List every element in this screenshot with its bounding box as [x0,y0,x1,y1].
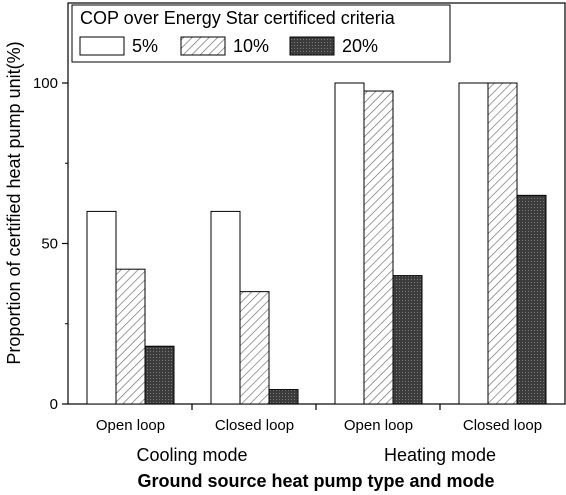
x-group-label: Heating mode [384,445,496,465]
x-category-label: Closed loop [215,417,294,434]
bar-4-series-1 [458,82,489,405]
legend-title: COP over Energy Star certificed criteria [80,8,396,28]
legend-swatch [79,36,125,56]
bars-layer [86,82,547,405]
bar-1-series-1 [86,210,117,405]
y-tick-label: 50 [41,236,58,253]
bar-3-series-1 [334,82,365,405]
bar-2-series-3 [268,389,299,405]
x-category-label: Closed loop [463,417,542,434]
y-axis: 0 50 100 [33,75,68,413]
legend-swatch [289,36,335,56]
legend-label: 20% [342,36,378,56]
bar-2-series-2 [239,291,270,405]
legend-box [71,4,451,63]
x-group-label: Cooling mode [136,445,247,465]
bar-4-series-2 [487,82,518,405]
x-category-label: Open loop [96,417,165,434]
bar-1-series-2 [115,268,146,405]
legend-label: 5% [132,36,158,56]
legend-swatch [180,36,226,56]
legend-label: 10% [233,36,269,56]
x-axis-title: Ground source heat pump type and mode [137,471,494,491]
y-tick-label: 0 [50,396,58,413]
bar-2-series-1 [210,210,241,405]
y-axis-title: Proportion of certified heat pump unit(%… [4,41,24,364]
bar-3-series-2 [363,90,394,405]
y-tick-label: 100 [33,75,58,92]
x-axis: Open loop Closed loop Open loop Closed loop… [96,404,542,465]
x-category-label: Open loop [344,417,413,434]
bar-1-series-3 [144,345,175,405]
legend-items: 5% 10% 20% [79,36,378,56]
bar-4-series-3 [516,194,547,405]
bar-3-series-3 [392,275,423,405]
legend: COP over Energy Star certificed criteria… [71,4,451,63]
